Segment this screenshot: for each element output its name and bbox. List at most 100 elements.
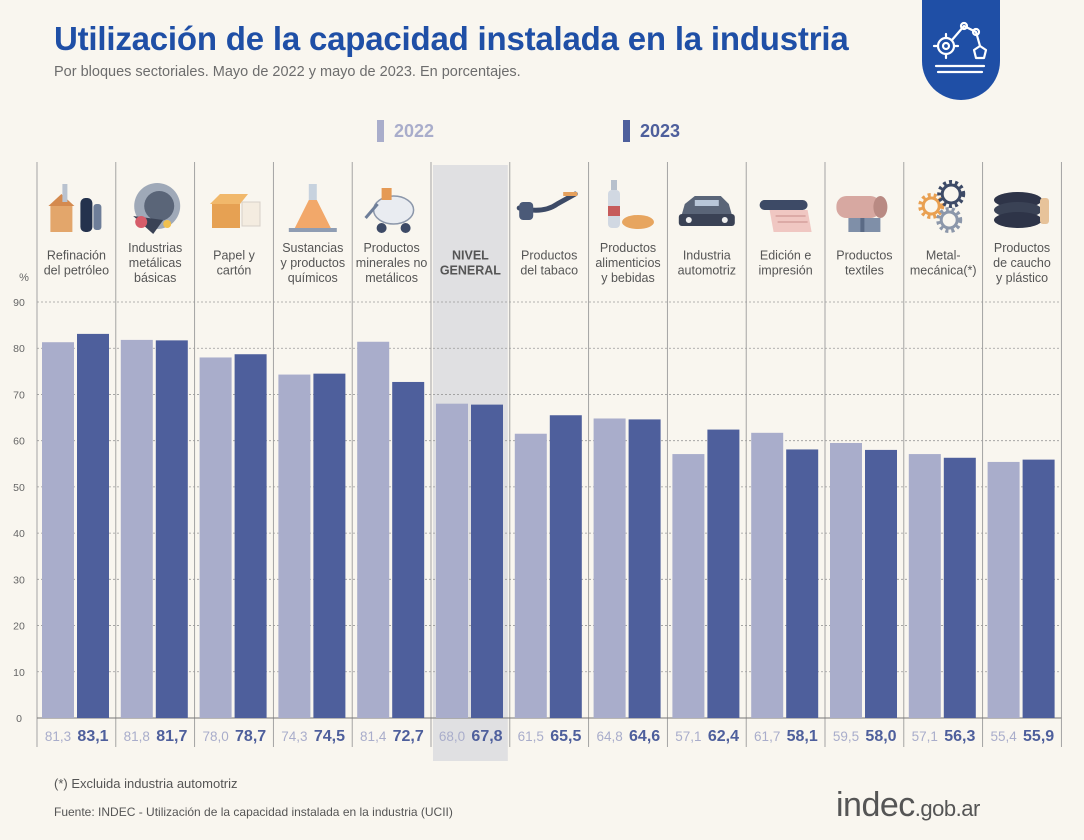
paper-roll-icon bbox=[759, 200, 812, 232]
category-label-line: Edición e bbox=[760, 249, 811, 263]
car-icon-part bbox=[694, 200, 719, 206]
car-icon bbox=[678, 196, 735, 226]
category-label-line: Productos bbox=[600, 241, 656, 255]
category-label: Refinación del petróleo bbox=[44, 249, 109, 278]
car-icon-part bbox=[680, 196, 733, 218]
bar-2022 bbox=[278, 374, 311, 718]
category-label-line: del petróleo bbox=[44, 264, 109, 278]
bar-2023 bbox=[77, 333, 109, 718]
value-label-2023: 55,9 bbox=[1023, 728, 1054, 745]
bar-chart: 0 10 20 30 40 50 60 70 80 90% Refinación del petról… bbox=[13, 162, 1062, 761]
category-label-line: y bebidas bbox=[601, 271, 655, 285]
y-tick-label: 30 bbox=[13, 574, 25, 586]
category-label-line: Productos bbox=[363, 241, 419, 255]
cement-mixer-icon-part bbox=[364, 203, 379, 219]
bar-2022 bbox=[42, 342, 74, 718]
tires-icon-part bbox=[1040, 198, 1049, 224]
source-note: Fuente: INDEC - Utilización de la capaci… bbox=[54, 805, 453, 819]
category-label-line: Industrias bbox=[128, 241, 182, 255]
category-label: Productos minerales no metálicos bbox=[356, 241, 428, 285]
fabric-roll-icon bbox=[836, 196, 888, 232]
bar-2022 bbox=[199, 357, 232, 718]
category-label: Edición e impresión bbox=[759, 249, 813, 278]
gears-icon bbox=[918, 180, 966, 233]
value-label-2022: 81,3 bbox=[45, 729, 71, 744]
bottle-and-bread-icon-part bbox=[611, 180, 617, 190]
cardboard-box-icon-part bbox=[241, 201, 261, 227]
bottle-and-bread-icon-part bbox=[608, 206, 620, 216]
tobacco-pipe-icon bbox=[516, 191, 578, 220]
bottle-and-bread-icon-part bbox=[622, 215, 654, 229]
tobacco-pipe-icon-part bbox=[563, 192, 578, 196]
oil-refinery-icon-part bbox=[62, 184, 68, 202]
value-label-2022: 57,1 bbox=[912, 729, 938, 744]
cardboard-box-icon bbox=[210, 194, 261, 228]
oil-refinery-icon-part bbox=[48, 194, 75, 206]
brand-logo: indec.gob.ar bbox=[836, 786, 980, 825]
gears-icon-part bbox=[918, 193, 945, 219]
oil-refinery-icon-part bbox=[80, 198, 93, 232]
cement-mixer-icon-part bbox=[381, 188, 392, 200]
category-label-line: minerales no bbox=[356, 256, 428, 270]
y-tick-label: 60 bbox=[13, 436, 25, 448]
value-label-2023: 62,4 bbox=[708, 728, 739, 745]
value-label-2023: 64,6 bbox=[629, 728, 660, 745]
bottle-and-bread-icon bbox=[608, 180, 654, 229]
bar-2022 bbox=[751, 432, 784, 718]
value-label-2022: 61,5 bbox=[518, 729, 544, 744]
steel-ladle-icon bbox=[133, 183, 181, 234]
bar-2023 bbox=[1022, 459, 1055, 718]
legend-swatch-2023 bbox=[623, 120, 630, 142]
category-label-line: metálicas bbox=[129, 256, 182, 270]
value-label-2023: 83,1 bbox=[77, 728, 108, 745]
y-tick-label: 70 bbox=[13, 389, 25, 401]
value-label-2022: 81,8 bbox=[124, 729, 150, 744]
y-tick-label: 0 bbox=[16, 713, 22, 725]
industrial-robot-icon bbox=[932, 21, 988, 74]
legend-item-2022: 2022 bbox=[377, 118, 434, 144]
car-icon-part bbox=[678, 214, 735, 226]
value-label-2023: 81,7 bbox=[156, 728, 187, 745]
oil-refinery-icon-part bbox=[50, 206, 73, 232]
bar-2022 bbox=[357, 341, 390, 718]
category-label: Productos alimenticios y bebidas bbox=[595, 241, 660, 285]
tobacco-pipe-icon-part bbox=[519, 202, 534, 220]
paper-roll-icon-part bbox=[775, 215, 808, 223]
bar-2023 bbox=[943, 457, 976, 718]
y-tick-label: 90 bbox=[13, 297, 25, 309]
y-axis-unit: % bbox=[19, 272, 29, 284]
category-label-line: Refinación bbox=[47, 249, 106, 263]
y-tick-label: 40 bbox=[13, 528, 25, 540]
car-icon-part bbox=[685, 217, 692, 223]
category-label: Papel y cartón bbox=[213, 249, 255, 278]
badge bbox=[922, 0, 1000, 100]
category-label-line: químicos bbox=[288, 271, 338, 285]
bar-2022 bbox=[908, 454, 941, 718]
car-icon-part bbox=[721, 217, 728, 223]
category-label-line: Productos bbox=[994, 241, 1050, 255]
category-label-line: y plástico bbox=[996, 271, 1048, 285]
bar-2023 bbox=[549, 415, 582, 718]
value-label-2022: 55,4 bbox=[990, 729, 1017, 744]
category-label-line: mecánica(*) bbox=[910, 264, 977, 278]
category-label-line: alimenticios bbox=[595, 256, 660, 270]
category-label-line: Papel y bbox=[213, 249, 255, 263]
value-label-2023: 56,3 bbox=[944, 728, 975, 745]
bar-2023 bbox=[865, 449, 897, 718]
value-label-2023: 58,1 bbox=[787, 728, 818, 745]
steel-ladle-icon-part bbox=[135, 216, 148, 228]
value-label-2022: 68,0 bbox=[439, 729, 465, 744]
gears-icon-part bbox=[936, 207, 963, 233]
value-label-2023: 78,7 bbox=[235, 728, 266, 745]
oil-refinery-icon bbox=[48, 184, 102, 232]
legend-label-2023: 2023 bbox=[640, 120, 681, 141]
gears-icon-part bbox=[937, 180, 966, 208]
category-label-line: GENERAL bbox=[440, 264, 501, 278]
cement-mixer-icon-part bbox=[400, 223, 411, 233]
cement-mixer-icon-part bbox=[372, 195, 415, 225]
bar-2023 bbox=[471, 404, 503, 718]
value-label-2022: 57,1 bbox=[675, 729, 701, 744]
oil-refinery-icon-part bbox=[93, 204, 102, 230]
value-label-2023: 65,5 bbox=[550, 728, 581, 745]
y-tick-label: 10 bbox=[13, 667, 25, 679]
